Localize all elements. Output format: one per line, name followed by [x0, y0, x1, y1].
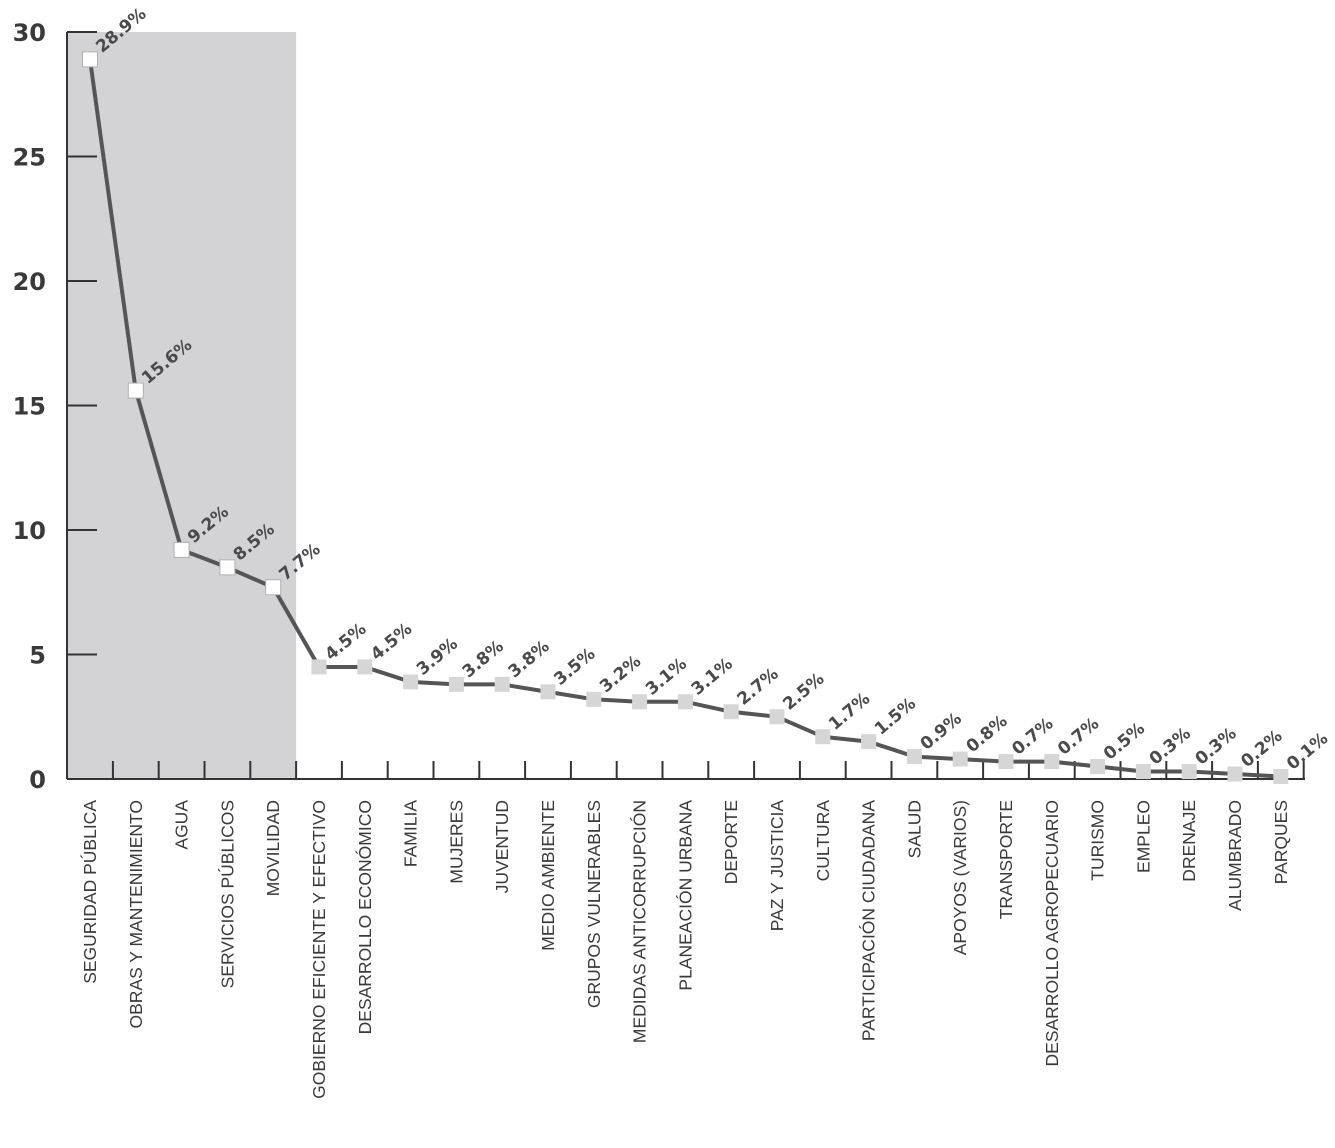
data-label: 0.3%: [1192, 724, 1241, 770]
data-label: 0.1%: [1283, 729, 1332, 775]
data-point-marker: [82, 51, 98, 68]
x-tick-label: SERVICIOS PÚBLICOS: [216, 800, 237, 988]
data-point-marker: [1273, 769, 1289, 785]
y-tick-label: 20: [13, 268, 46, 296]
data-point-marker: [815, 729, 831, 745]
x-tick-label: GRUPOS VULNERABLES: [584, 800, 604, 1008]
data-point-marker: [1135, 764, 1151, 780]
x-tick-label: CULTURA: [813, 800, 833, 882]
x-tick-label: APOYOS (VARIOS): [950, 800, 970, 955]
data-label: 3.5%: [550, 644, 599, 690]
data-label: 0.2%: [1237, 726, 1286, 772]
data-label: 1.7%: [825, 689, 874, 735]
x-tick-label: PAZ Y JUSTICIA: [767, 800, 787, 932]
data-point-marker: [357, 659, 373, 675]
data-point-marker: [494, 676, 510, 692]
data-point-marker: [127, 382, 144, 399]
data-point-marker: [906, 749, 922, 765]
x-tick-label: DESARROLLO AGROPECUARIO: [1042, 800, 1062, 1066]
data-label: 2.7%: [734, 664, 783, 710]
data-label: 0.9%: [917, 709, 966, 755]
x-tick-label: DESARROLLO ECONÓMICO: [354, 800, 375, 1034]
data-label: 0.7%: [1008, 714, 1057, 760]
data-point-marker: [1044, 754, 1060, 770]
x-tick-label: AGUA: [172, 800, 192, 850]
x-tick-label: JUVENTUD: [492, 800, 512, 893]
x-tick-label: FAMILIA: [401, 800, 421, 867]
data-label: 2.5%: [779, 669, 828, 715]
data-label: 3.8%: [459, 637, 508, 683]
data-point-marker: [219, 559, 236, 576]
data-point-marker: [677, 694, 693, 710]
x-tick-label: MOVILIDAD: [263, 800, 283, 896]
data-point-marker: [540, 684, 556, 700]
x-tick-label: TURISMO: [1088, 800, 1108, 881]
data-label: 0.8%: [963, 711, 1012, 757]
data-label: 3.9%: [413, 634, 462, 680]
x-tick-label: MEDIDAS ANTICORRUPCIÓN: [629, 800, 650, 1043]
y-tick-label: 0: [29, 766, 46, 794]
data-label: 3.2%: [596, 651, 645, 697]
data-label: 1.5%: [871, 694, 920, 740]
data-point-marker: [1090, 759, 1106, 775]
data-point-marker: [861, 734, 877, 750]
data-label: 3.1%: [688, 654, 737, 700]
x-tick-label: PLANEACIÓN URBANA: [674, 800, 695, 991]
y-tick-label: 25: [13, 144, 46, 172]
data-point-marker: [998, 754, 1014, 770]
data-label: 0.7%: [1054, 714, 1103, 760]
data-point-marker: [632, 694, 648, 710]
y-tick-label: 5: [29, 642, 46, 670]
x-tick-label: DEPORTE: [721, 800, 741, 884]
x-tick-label: MUJERES: [446, 800, 466, 884]
data-point-marker: [265, 579, 282, 596]
data-label: 4.5%: [367, 619, 416, 665]
data-point-marker: [723, 704, 739, 720]
data-point-marker: [952, 751, 968, 767]
x-tick-label: TRANSPORTE: [996, 800, 1016, 919]
x-tick-label: PARTICIPACIÓN CIUDADANA: [858, 800, 879, 1041]
data-point-marker: [769, 709, 785, 725]
data-point-marker: [1227, 766, 1243, 782]
data-point-marker: [1181, 764, 1197, 780]
x-tick-label: OBRAS Y MANTENIMIENTO: [126, 800, 146, 1029]
x-tick-label: SEGURIDAD PÚBLICA: [79, 800, 100, 984]
data-label: 3.1%: [642, 654, 691, 700]
x-tick-label: EMPLEO: [1133, 800, 1153, 873]
y-tick-label: 10: [13, 517, 46, 545]
y-tick-label: 30: [13, 19, 46, 47]
y-tick-label: 15: [13, 393, 46, 421]
data-point-marker: [311, 659, 327, 675]
data-point-marker: [586, 691, 602, 707]
x-tick-label: DRENAJE: [1179, 800, 1199, 882]
data-label: 4.5%: [321, 619, 370, 665]
data-label: 0.3%: [1146, 724, 1195, 770]
data-point-marker: [403, 674, 419, 690]
x-tick-label: SALUD: [904, 800, 924, 858]
x-tick-label: PARQUES: [1271, 800, 1291, 884]
data-point-marker: [173, 541, 190, 558]
data-point-marker: [448, 676, 464, 692]
x-tick-label: MEDIO AMBIENTE: [538, 800, 558, 951]
data-label: 3.8%: [505, 637, 554, 683]
data-label: 0.5%: [1100, 719, 1149, 765]
x-tick-label: ALUMBRADO: [1225, 800, 1245, 911]
x-tick-label: GOBIERNO EFICIENTE Y EFECTIVO: [309, 800, 329, 1099]
